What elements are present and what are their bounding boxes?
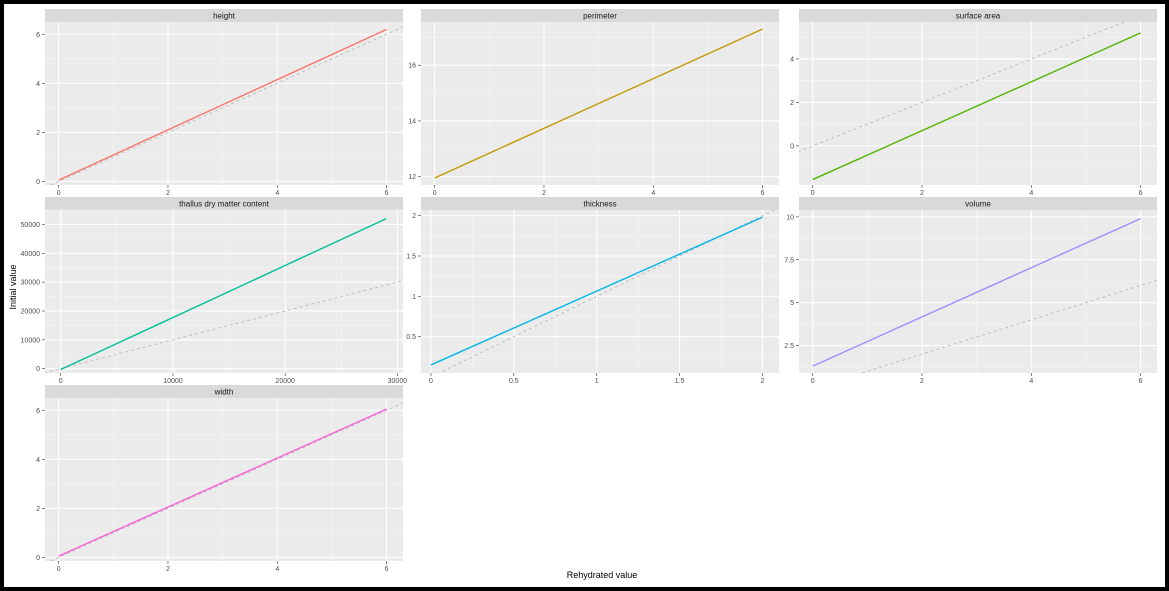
fit-line-thallus-dry-matter-content <box>60 218 387 371</box>
x-tick-label: 2 <box>166 190 170 197</box>
x-tick-label: 0 <box>59 378 63 385</box>
x-tick-label: 2 <box>920 190 924 197</box>
fit-line-volume <box>812 217 1141 367</box>
y-tick-label: 30000 <box>21 280 41 287</box>
y-tick-label: 5 <box>790 300 794 307</box>
x-tick-label: 4 <box>651 190 655 197</box>
x-tick-label: 0 <box>57 190 61 197</box>
panel-surface-area: surface area 0 2 4 6 0 2 4 <box>790 9 1157 197</box>
identity-line-surface-area <box>799 22 1126 152</box>
strip-label-perimeter: perimeter <box>583 12 617 21</box>
x-tick-label: 6 <box>385 190 389 197</box>
strip-surface-area <box>799 9 1157 22</box>
x-tick-label: 0 <box>811 378 815 385</box>
y-tick-label: 16 <box>408 63 416 70</box>
y-tick-label: 20000 <box>21 308 41 315</box>
strip-label-thickness: thickness <box>583 200 616 209</box>
y-tick-label: 0 <box>36 179 40 186</box>
x-tick-label: 1.5 <box>675 378 685 385</box>
y-tick-label: 10000 <box>21 337 41 344</box>
strip-perimeter <box>421 9 779 22</box>
panel-volume: volume 0 2 4 6 2.5 5 7.5 10 <box>784 197 1157 385</box>
y-tick-label: 14 <box>408 118 416 125</box>
y-tick-label: 0 <box>36 366 40 373</box>
x-tick-label: 6 <box>385 566 389 573</box>
identity-line-thallus-dry-matter-content <box>45 280 403 373</box>
strip-label-volume: volume <box>965 200 991 209</box>
y-tick-label: 4 <box>36 457 40 464</box>
x-tick-label: 20000 <box>275 378 295 385</box>
y-tick-label: 0.5 <box>406 334 416 341</box>
y-tick-label: 2 <box>36 506 40 513</box>
strip-thallus-dry-matter-content <box>45 197 403 210</box>
y-tick-label: 40000 <box>21 251 41 258</box>
strip-label-thallus-dry-matter-content: thallus dry matter content <box>179 200 270 209</box>
strip-height <box>45 9 403 22</box>
y-tick-label: 2 <box>36 130 40 137</box>
identity-line-height <box>49 26 403 185</box>
x-tick-label: 0 <box>429 378 433 385</box>
fit-line-thickness <box>430 216 763 366</box>
x-tick-label: 10000 <box>163 378 183 385</box>
figure-frame: height 0 2 4 6 0 2 4 6 perimeter 0 2 4 6 12 14 16 surface… <box>4 4 1165 587</box>
x-tick-label: 2 <box>920 378 924 385</box>
y-tick-label: 12 <box>408 174 416 181</box>
strip-label-width: width <box>214 388 234 397</box>
x-tick-label: 1 <box>595 378 599 385</box>
x-tick-label: 2 <box>542 190 546 197</box>
x-tick-label: 4 <box>275 190 279 197</box>
x-tick-label: 6 <box>1139 190 1143 197</box>
fit-line-surface-area <box>812 32 1141 181</box>
x-tick-label: 4 <box>1029 378 1033 385</box>
strip-volume <box>799 197 1157 210</box>
plot-background-width <box>45 398 403 561</box>
panel-thickness: thickness 0 0.5 1 1.5 2 0.5 1 1.5 2 <box>406 197 779 385</box>
strip-label-surface-area: surface area <box>956 12 1001 21</box>
x-tick-label: 0 <box>57 566 61 573</box>
fit-line-width <box>58 408 387 557</box>
y-tick-label: 1 <box>412 294 416 301</box>
y-tick-label: 50000 <box>21 222 41 229</box>
fit-line-perimeter <box>434 28 763 179</box>
y-tick-label: 4 <box>36 81 40 88</box>
y-tick-label: 10 <box>786 214 794 221</box>
y-axis-title: Initial value <box>8 264 18 309</box>
x-tick-label: 0.5 <box>509 378 519 385</box>
x-tick-label: 2 <box>166 566 170 573</box>
y-tick-label: 1.5 <box>406 253 416 260</box>
x-tick-label: 4 <box>1029 190 1033 197</box>
identity-line-width <box>49 402 403 561</box>
y-tick-label: 6 <box>36 32 40 39</box>
y-tick-label: 2 <box>790 100 794 107</box>
y-tick-label: 4 <box>790 56 794 63</box>
panel-thallus-dry-matter-content: thallus dry matter content 0 10000 20000 300… <box>21 197 408 385</box>
strip-label-height: height <box>213 12 236 21</box>
panel-perimeter: perimeter 0 2 4 6 12 14 16 <box>408 9 779 197</box>
fit-line-height <box>58 28 387 181</box>
x-tick-label: 0 <box>811 190 815 197</box>
x-tick-label: 6 <box>761 190 765 197</box>
x-tick-label: 0 <box>433 190 437 197</box>
y-tick-label: 6 <box>36 408 40 415</box>
y-tick-label: 2.5 <box>784 343 794 350</box>
x-tick-label: 4 <box>275 566 279 573</box>
panel-height: height 0 2 4 6 0 2 4 6 <box>36 9 403 197</box>
y-tick-label: 7.5 <box>784 257 794 264</box>
strip-width <box>45 385 403 398</box>
x-tick-label: 30000 <box>388 378 408 385</box>
y-tick-label: 0 <box>790 143 794 150</box>
plot-background-surface-area <box>799 22 1157 185</box>
plot-background-thallus-dry-matter-content <box>45 210 403 373</box>
panel-width: width 0 2 4 6 0 2 4 6 <box>36 385 403 573</box>
x-tick-label: 2 <box>760 378 764 385</box>
y-tick-label: 2 <box>412 213 416 220</box>
y-tick-label: 0 <box>36 555 40 562</box>
strip-thickness <box>421 197 779 210</box>
x-tick-label: 6 <box>1139 378 1143 385</box>
x-axis-title: Rehydrated value <box>567 570 638 580</box>
